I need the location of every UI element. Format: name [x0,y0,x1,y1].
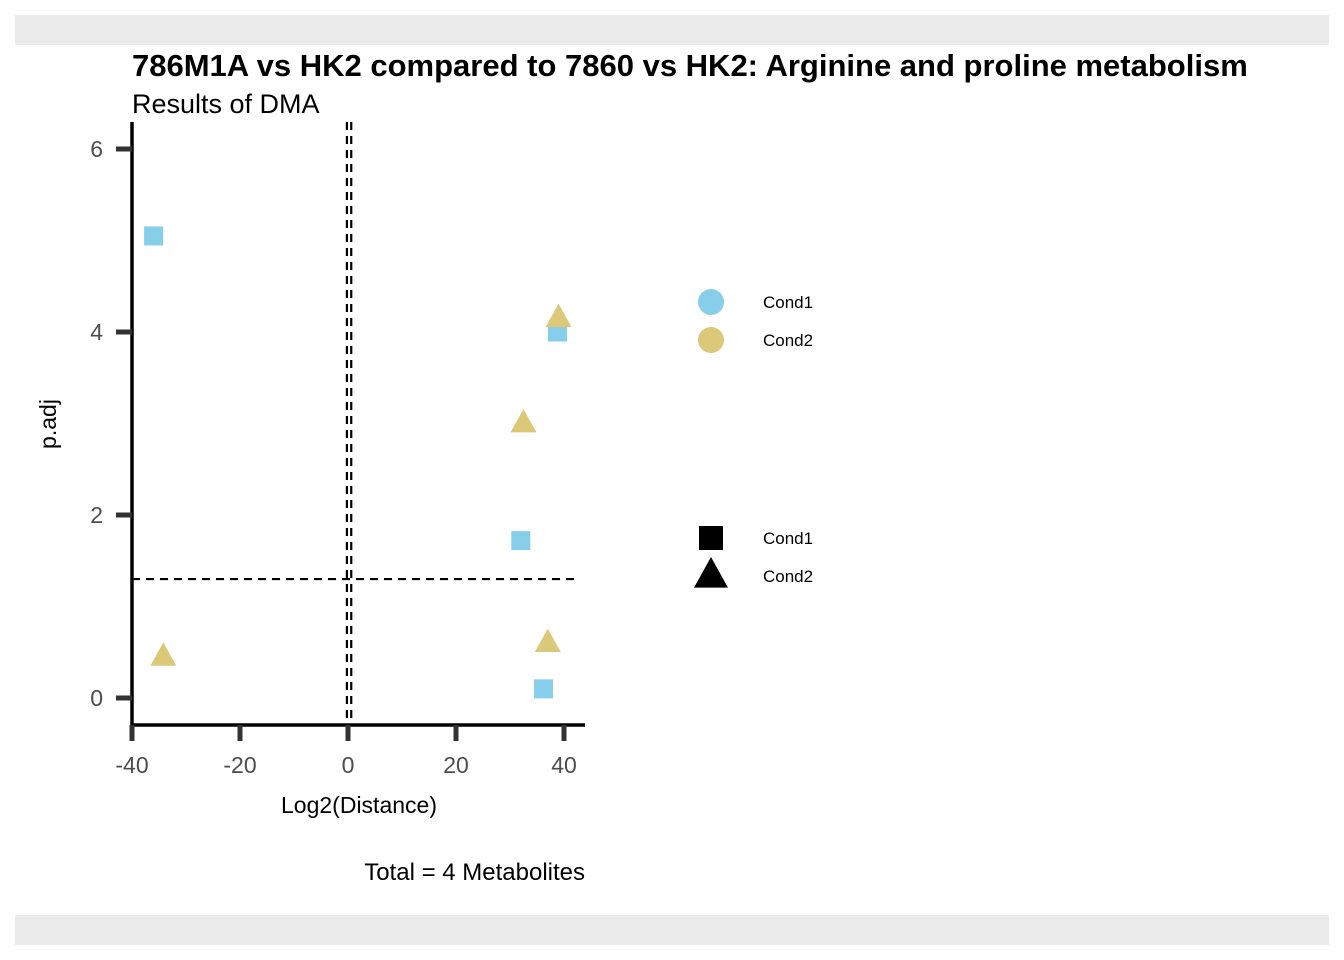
legend-shape-label-1: Cond2 [763,567,813,586]
point-cond1-1 [548,322,568,342]
legend-color-key-1 [698,327,724,353]
y-tick-label-3: 6 [90,136,103,162]
chart-subtitle: Results of DMA [132,89,320,119]
y-tick-label-0: 0 [90,685,103,711]
point-cond2-3 [534,628,561,652]
x-tick-label-3: 20 [443,752,469,778]
point-cond1-3 [533,679,553,699]
legend-shape-key-1 [694,557,728,588]
x-tick-label-1: -20 [223,752,256,778]
reference-lines [132,122,578,725]
y-tick-label-2: 4 [90,319,103,345]
point-cond1-2 [511,531,531,551]
y-tick-label-1: 2 [90,502,103,528]
x-axis-title: Log2(Distance) [281,792,437,818]
y-axis-title: p.adj [35,399,61,449]
point-cond2-2 [510,408,537,433]
legend-shape-label-0: Cond1 [763,529,813,548]
x-tick-label-2: 0 [342,752,355,778]
legend-shape-key-0 [699,526,723,550]
data-points [144,226,572,699]
caption: Total = 4 Metabolites [364,859,585,886]
legend-color-key-0 [698,289,724,315]
top-strip [15,15,1329,45]
legend: Cond1 Cond2 Cond1 Cond2 [694,289,813,588]
axes: -40 -20 0 20 40 0 2 4 6 [90,122,585,778]
bottom-strip [15,915,1329,945]
point-cond2-0 [150,642,177,666]
point-cond2-1 [545,303,572,328]
x-tick-label-4: 40 [551,752,577,778]
legend-color-label-0: Cond1 [763,293,813,312]
chart-title: 786M1A vs HK2 compared to 7860 vs HK2: A… [132,48,1248,83]
x-tick-label-0: -40 [115,752,148,778]
legend-color-label-1: Cond2 [763,331,813,350]
point-cond1-0 [144,226,164,246]
